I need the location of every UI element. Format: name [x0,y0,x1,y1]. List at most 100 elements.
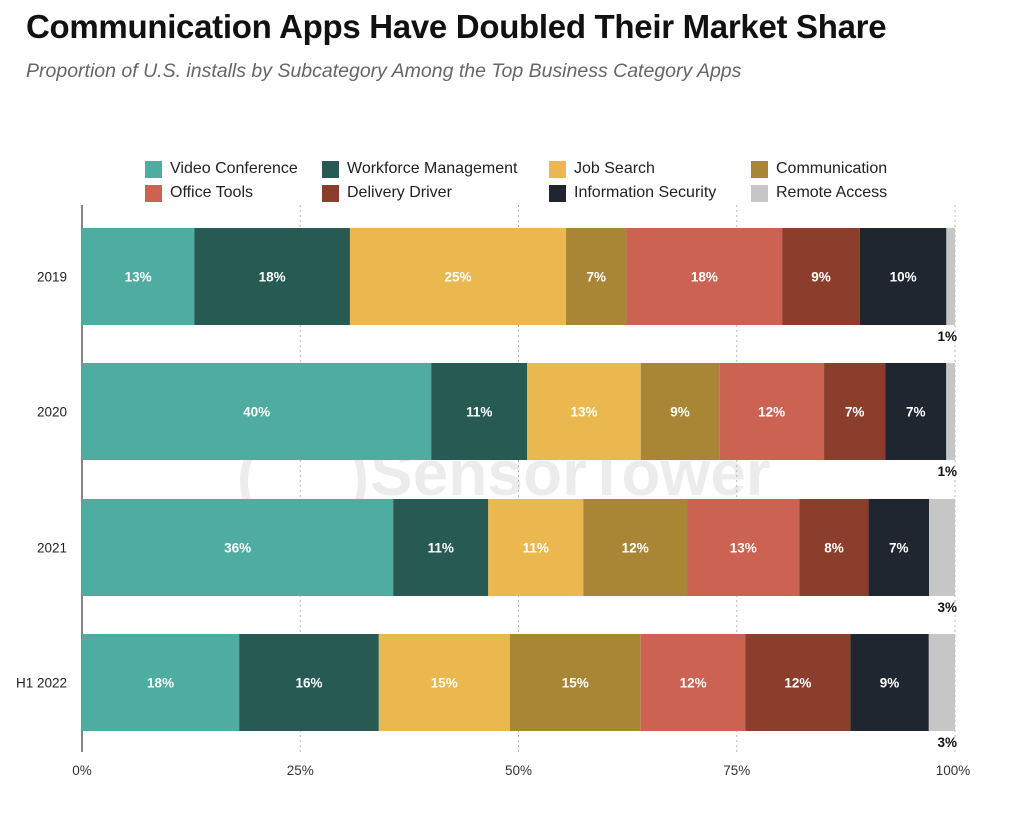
bar-value-label: 15% [562,676,589,691]
y-category-label: 2019 [37,270,67,285]
bar-segment [349,228,567,325]
bar-segment [824,363,886,460]
bar-value-label: 8% [824,541,844,556]
bar-value-label: 1% [937,329,957,344]
bar-segment [929,499,955,596]
bar-value-label: 9% [880,676,900,691]
bar-segment [859,228,947,325]
bar-value-label: 13% [730,541,757,556]
x-tick-label: 0% [72,763,92,778]
bar-value-label: 10% [890,270,917,285]
legend-item: Workforce Management [322,160,517,178]
legend-label: Remote Access [776,184,888,201]
bar-segment [719,363,825,460]
bar-segment [745,634,851,731]
chart-subtitle: Proportion of U.S. installs by Subcatego… [26,60,742,82]
bar-value-label: 7% [889,541,909,556]
bar-segment [378,634,510,731]
bar-segment [850,634,929,731]
bar-segment [82,499,394,596]
bar-value-label: 7% [587,270,607,285]
bar-value-label: 12% [622,541,649,556]
bar-value-label: 11% [523,541,549,556]
y-category-label: 2021 [37,541,67,556]
legend-item: Office Tools [145,184,253,202]
legend-label: Video Conference [170,160,298,177]
bar-value-label: 18% [147,676,174,691]
bar-segment [946,363,955,460]
bar-value-label: 40% [243,405,270,420]
legend-item: Video Conference [145,160,298,178]
legend-swatch [322,160,339,178]
bar-value-label: 36% [224,541,251,556]
x-tick-label: 75% [723,763,750,778]
bar-value-label: 1% [937,464,957,479]
bar-segment [640,634,746,731]
bar-segment [687,499,800,596]
legend-label: Office Tools [170,184,254,201]
bar-value-label: 7% [845,405,865,420]
bar-segment [946,228,955,325]
x-tick-label: 100% [936,763,971,778]
bar-value-label: 12% [784,676,811,691]
bar-value-label: 18% [691,270,718,285]
x-tick-label: 25% [287,763,314,778]
bar-segment [82,363,432,460]
bar-segment [527,363,641,460]
legend-item: Remote Access [751,184,887,202]
legend-swatch [549,160,566,178]
bar-segment [782,228,860,325]
bar-segment [194,228,350,325]
y-category-label: H1 2022 [16,676,67,691]
bar-segment [928,634,955,731]
bar-segment [82,634,240,731]
bar-value-label: 11% [428,541,454,556]
legend-label: Workforce Management [347,160,518,177]
legend-item: Delivery Driver [322,184,452,202]
bar-segment [82,228,195,325]
legend-label: Communication [776,160,888,177]
legend-swatch [751,184,768,202]
bar-segment [488,499,584,596]
legend-label: Delivery Driver [347,184,452,201]
bar-segment [626,228,783,325]
y-category-label: 2020 [37,405,67,420]
legend-item: Job Search [549,160,655,178]
bar-segment [868,499,930,596]
bar-segment [393,499,489,596]
bar-segment [885,363,947,460]
bar-value-label: 3% [937,600,957,615]
legend-item: Information Security [549,184,716,202]
x-tick-label: 50% [505,763,532,778]
bar-value-label: 9% [670,405,690,420]
chart-title: Communication Apps Have Doubled Their Ma… [26,8,887,45]
bar-value-label: 16% [295,676,322,691]
bar-segment [431,363,528,460]
bar-value-label: 7% [906,405,926,420]
bar-segment [799,499,869,596]
legend-swatch [322,184,339,202]
legend-swatch [145,184,162,202]
bar-value-label: 12% [758,405,785,420]
legend-item: Communication [751,160,887,178]
bar-value-label: 3% [937,735,957,750]
bar-value-label: 13% [125,270,152,285]
bar-value-label: 18% [259,270,286,285]
bar-segment [583,499,688,596]
legend-swatch [751,160,768,178]
bar-value-label: 13% [570,405,597,420]
bar-segment [566,228,627,325]
legend-swatch [145,160,162,178]
bar-segment [239,634,379,731]
bar-value-label: 11% [466,405,492,420]
bar-value-label: 12% [680,676,707,691]
legend-label: Job Search [574,160,655,177]
bar-value-label: 9% [811,270,831,285]
bar-segment [509,634,641,731]
legend-label: Information Security [574,184,717,201]
bar-value-label: 25% [444,270,471,285]
bar-value-label: 15% [431,676,458,691]
bar-segment [640,363,720,460]
legend-swatch [549,184,566,202]
